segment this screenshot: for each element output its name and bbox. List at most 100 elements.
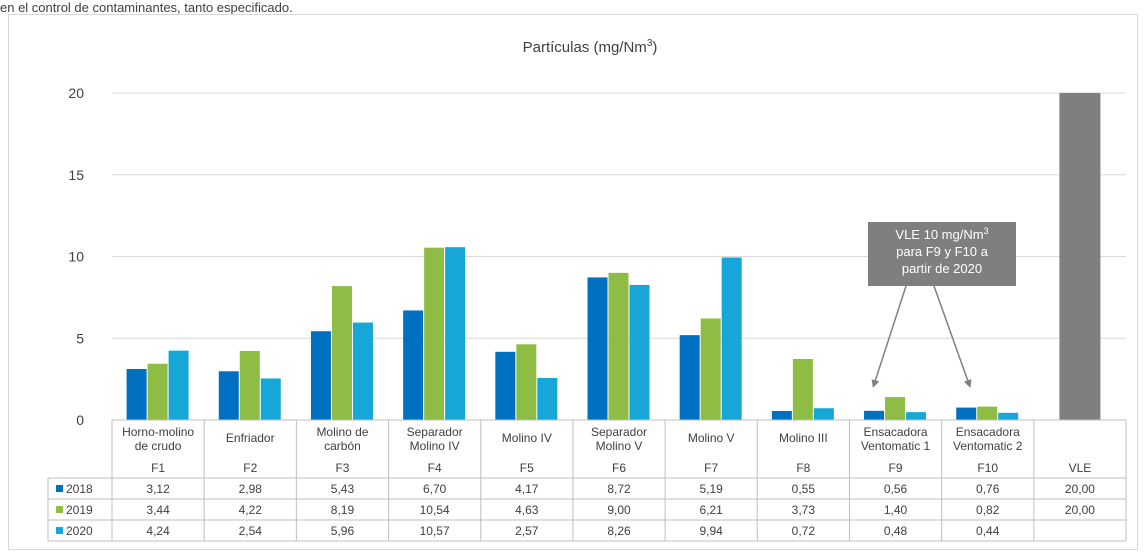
bar-2020-F2 bbox=[260, 378, 281, 420]
category-name: de crudo bbox=[135, 439, 182, 453]
category-name: Molino III bbox=[779, 431, 828, 445]
data-value: 3,12 bbox=[146, 482, 170, 496]
category-code: F5 bbox=[520, 461, 534, 475]
annotation-arrow-F10 bbox=[933, 285, 972, 388]
data-value: 0,44 bbox=[976, 524, 1000, 538]
category-name: Ventomatic 2 bbox=[953, 439, 1023, 453]
category-name: Molino de bbox=[316, 425, 368, 439]
bar-2020-F10 bbox=[998, 412, 1019, 420]
category-name: Horno-molino bbox=[122, 425, 194, 439]
data-value: 6,70 bbox=[423, 482, 447, 496]
legend-label: 2019 bbox=[66, 503, 93, 517]
bar-2018-F7 bbox=[679, 335, 700, 420]
y-tick-label: 10 bbox=[68, 249, 84, 265]
category-name: Ensacadora bbox=[864, 425, 928, 439]
category-name: Ensacadora bbox=[956, 425, 1020, 439]
bar-2020-F7 bbox=[721, 257, 742, 420]
category-code: F1 bbox=[151, 461, 165, 475]
category-code: F6 bbox=[612, 461, 626, 475]
data-value: 9,00 bbox=[607, 503, 631, 517]
legend-label: 2020 bbox=[66, 524, 93, 538]
data-value: 4,24 bbox=[146, 524, 170, 538]
data-value: 4,17 bbox=[515, 482, 539, 496]
category-name: carbón bbox=[324, 439, 361, 453]
data-value: 5,43 bbox=[331, 482, 355, 496]
annotation-text: partir de 2020 bbox=[902, 261, 982, 276]
bar-2018-F9 bbox=[864, 410, 885, 420]
bar-2019-F3 bbox=[331, 286, 352, 420]
category-code: F9 bbox=[889, 461, 903, 475]
data-value: 8,72 bbox=[607, 482, 631, 496]
vle-annotation-box bbox=[868, 222, 1016, 286]
data-value: 0,48 bbox=[884, 524, 908, 538]
chart-title: Partículas (mg/Nm3) bbox=[523, 38, 658, 56]
y-tick-label: 0 bbox=[76, 412, 84, 428]
data-value: 6,21 bbox=[700, 503, 724, 517]
bar-2019-F6 bbox=[608, 272, 629, 420]
bar-2019-F5 bbox=[516, 344, 537, 420]
bar-2018-F1 bbox=[126, 368, 147, 420]
data-value: 2,98 bbox=[239, 482, 263, 496]
data-value: 0,76 bbox=[976, 482, 1000, 496]
bar-2018-F8 bbox=[771, 411, 792, 420]
data-value: 20,00 bbox=[1065, 482, 1095, 496]
bar-2019-F1 bbox=[147, 363, 168, 420]
data-value: 2,57 bbox=[515, 524, 539, 538]
category-name: Enfriador bbox=[226, 431, 275, 445]
data-value: 0,56 bbox=[884, 482, 908, 496]
bar-2018-F2 bbox=[218, 371, 239, 420]
bar-2018-F3 bbox=[310, 331, 331, 420]
bar-2020-F6 bbox=[629, 284, 650, 420]
bar-2019-F7 bbox=[700, 318, 721, 420]
category-name: Ventomatic 1 bbox=[861, 439, 931, 453]
category-name: Molino V bbox=[688, 431, 735, 445]
bar-vle-limit bbox=[1059, 93, 1101, 420]
data-value: 10,54 bbox=[420, 503, 450, 517]
legend-label: 2018 bbox=[66, 482, 93, 496]
bar-2020-F3 bbox=[352, 322, 373, 420]
category-code: F8 bbox=[796, 461, 810, 475]
annotation-text: VLE 10 mg/Nm3 bbox=[895, 226, 988, 242]
category-name: Separador bbox=[591, 425, 647, 439]
bar-2019-F8 bbox=[792, 359, 813, 420]
legend-key-2020 bbox=[56, 527, 63, 534]
category-code: F10 bbox=[977, 461, 998, 475]
data-value: 3,73 bbox=[792, 503, 816, 517]
bar-2020-F1 bbox=[168, 350, 189, 420]
bar-2020-F8 bbox=[813, 408, 834, 420]
bar-2020-F9 bbox=[906, 412, 927, 420]
bar-2019-F10 bbox=[977, 406, 998, 420]
page-caption: en el control de contaminantes, tanto es… bbox=[0, 0, 293, 15]
category-code: F2 bbox=[243, 461, 257, 475]
data-value: 3,44 bbox=[146, 503, 170, 517]
category-code: VLE bbox=[1069, 461, 1092, 475]
data-value: 5,96 bbox=[331, 524, 355, 538]
bar-2019-F2 bbox=[239, 351, 260, 420]
y-tick-label: 15 bbox=[68, 167, 84, 183]
category-code: F4 bbox=[428, 461, 442, 475]
data-value: 1,40 bbox=[884, 503, 908, 517]
data-value: 5,19 bbox=[700, 482, 724, 496]
bar-2018-F6 bbox=[587, 277, 608, 420]
category-name: Molino IV bbox=[410, 439, 460, 453]
legend-key-2018 bbox=[56, 485, 63, 492]
category-name: Molino IV bbox=[502, 431, 552, 445]
data-value: 0,72 bbox=[792, 524, 816, 538]
data-value: 4,63 bbox=[515, 503, 539, 517]
chart-frame bbox=[8, 14, 1138, 550]
data-value: 20,00 bbox=[1065, 503, 1095, 517]
category-code: F7 bbox=[704, 461, 718, 475]
bar-2018-F4 bbox=[403, 310, 424, 420]
data-value: 4,22 bbox=[239, 503, 263, 517]
legend-key-2019 bbox=[56, 506, 63, 513]
category-code: F3 bbox=[335, 461, 349, 475]
bar-2020-F4 bbox=[445, 247, 466, 420]
y-tick-label: 5 bbox=[76, 330, 84, 346]
data-value: 10,57 bbox=[420, 524, 450, 538]
data-value: 0,55 bbox=[792, 482, 816, 496]
bar-2019-F9 bbox=[885, 397, 906, 420]
bar-2018-F10 bbox=[956, 407, 977, 420]
data-value: 2,54 bbox=[239, 524, 263, 538]
data-value: 8,19 bbox=[331, 503, 355, 517]
y-tick-label: 20 bbox=[68, 85, 84, 101]
